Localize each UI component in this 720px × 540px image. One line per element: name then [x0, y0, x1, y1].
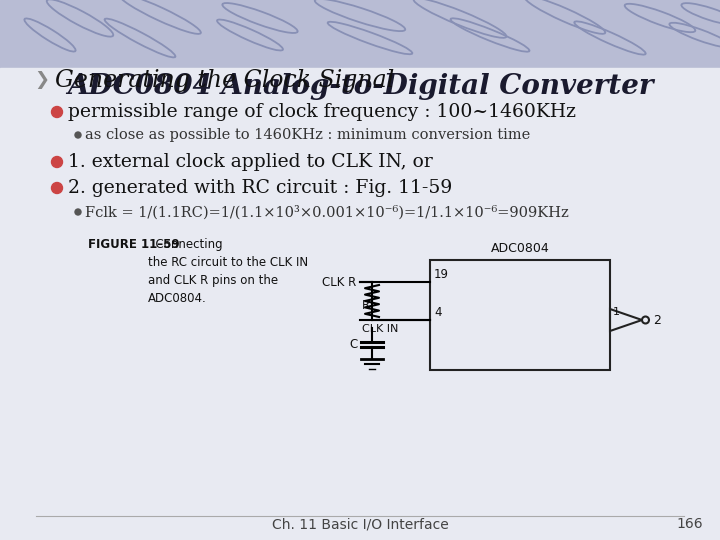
Text: 1: 1	[613, 307, 620, 317]
Text: Connecting
the RC circuit to the CLK IN
and CLK R pins on the
ADC0804.: Connecting the RC circuit to the CLK IN …	[148, 238, 308, 305]
Text: ❯: ❯	[35, 71, 50, 89]
Text: 1. external clock applied to CLK IN, or: 1. external clock applied to CLK IN, or	[68, 153, 433, 171]
Text: R: R	[362, 299, 370, 312]
Bar	[0, 68, 720, 540]
Text: Fclk = 1/(1.1RC)=1/(1.1×10³×0.001×10⁻⁶)=1/1.1×10⁻⁶=909KHz: Fclk = 1/(1.1RC)=1/(1.1×10³×0.001×10⁻⁶)=…	[85, 205, 569, 219]
Text: 166: 166	[677, 517, 703, 531]
Text: as close as possible to 1460KHz : minimum conversion time: as close as possible to 1460KHz : minimu…	[85, 128, 530, 142]
Circle shape	[52, 157, 63, 167]
Bar	[0, 0, 720, 68]
Circle shape	[52, 183, 63, 193]
Text: C: C	[350, 338, 358, 351]
Circle shape	[52, 106, 63, 118]
Text: Generating the Clock Signal: Generating the Clock Signal	[55, 69, 395, 91]
Circle shape	[75, 209, 81, 215]
Text: 2: 2	[653, 314, 661, 327]
Text: CLK IN: CLK IN	[362, 324, 398, 334]
Text: permissible range of clock frequency : 100~1460KHz: permissible range of clock frequency : 1…	[68, 103, 576, 121]
Text: ADC0804: ADC0804	[490, 241, 549, 254]
Circle shape	[75, 132, 81, 138]
Bar	[430, 260, 610, 370]
Text: CLK R: CLK R	[322, 275, 356, 288]
Text: 19: 19	[434, 268, 449, 281]
Text: Ch. 11 Basic I/O Interface: Ch. 11 Basic I/O Interface	[271, 517, 449, 531]
Text: 4: 4	[434, 306, 441, 319]
Text: 2. generated with RC circuit : Fig. 11-59: 2. generated with RC circuit : Fig. 11-5…	[68, 179, 452, 197]
Text: FIGURE 11–59: FIGURE 11–59	[88, 238, 179, 251]
Text: ADC0804 Analog-to-Digital Converter: ADC0804 Analog-to-Digital Converter	[67, 72, 653, 99]
